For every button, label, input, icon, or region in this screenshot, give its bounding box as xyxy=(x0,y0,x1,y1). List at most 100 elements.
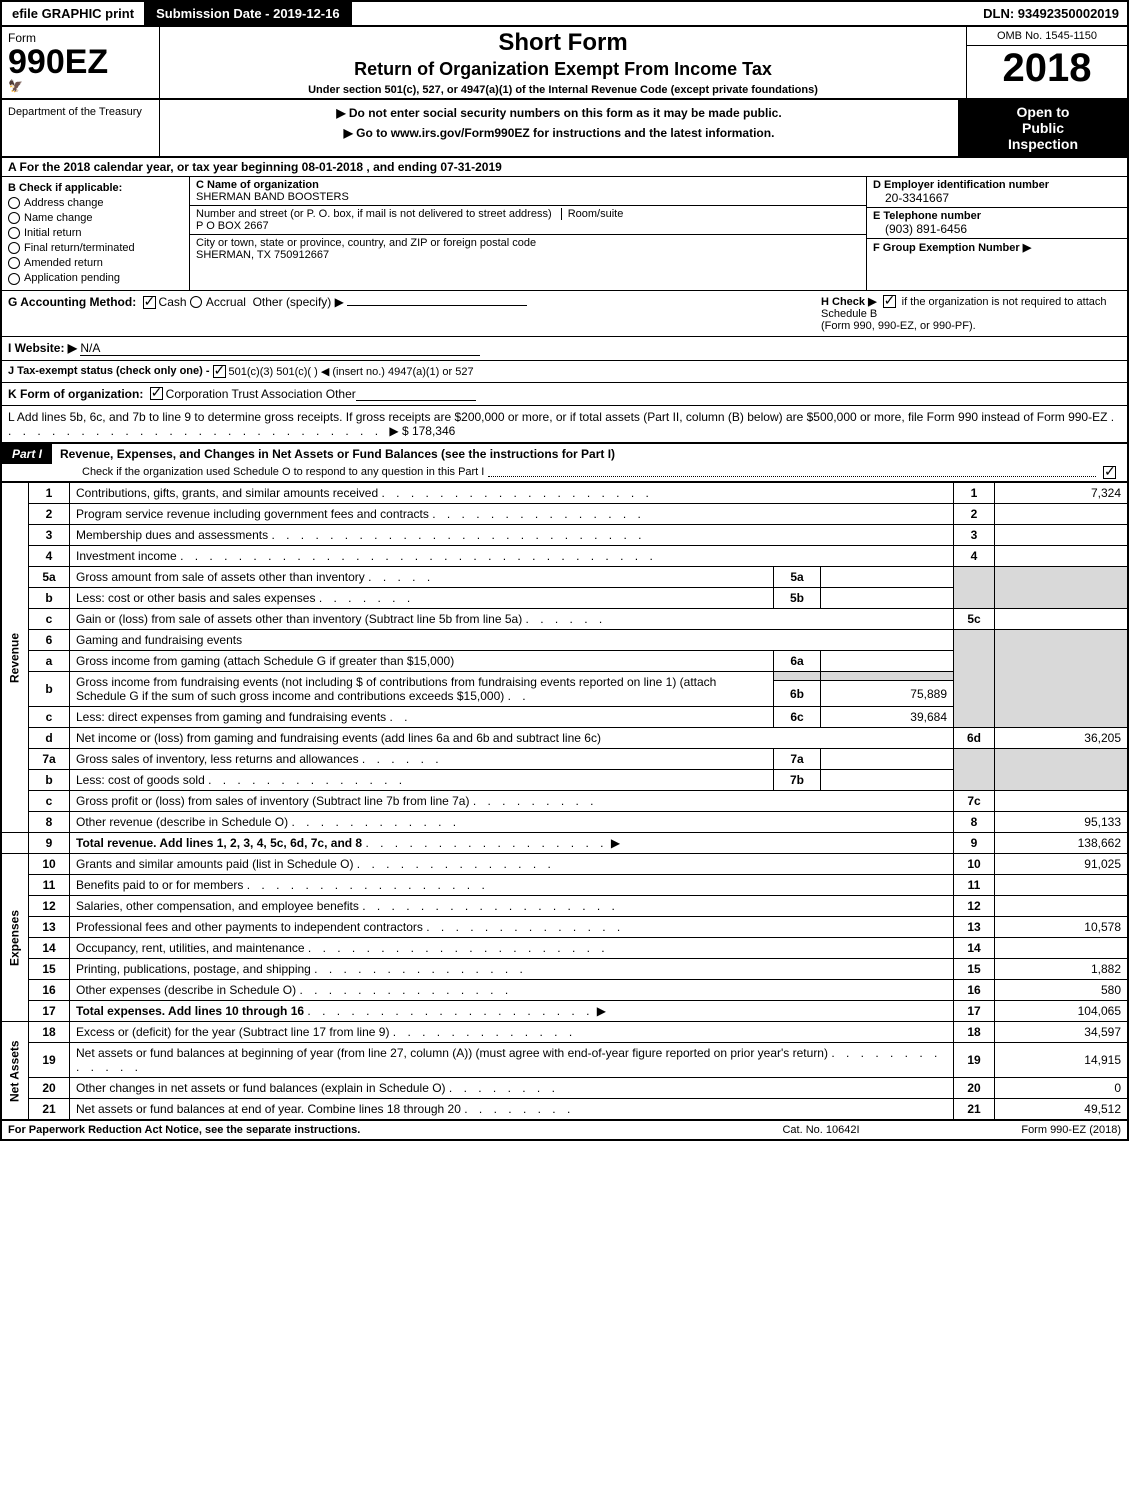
line6-shade-val xyxy=(995,630,1129,728)
line7a-num: 7a xyxy=(29,749,70,770)
line5b-num: b xyxy=(29,588,70,609)
h-checkbox[interactable] xyxy=(883,295,896,308)
line5c-desc: Gain or (loss) from sale of assets other… xyxy=(76,612,522,626)
id-column: D Employer identification number 20-3341… xyxy=(866,177,1127,290)
accrual-checkbox[interactable] xyxy=(190,296,202,308)
line20-desc: Other changes in net assets or fund bala… xyxy=(76,1081,446,1095)
line17-rnum: 17 xyxy=(954,1001,995,1022)
line6d-rval: 36,205 xyxy=(995,728,1129,749)
check-amended[interactable]: Amended return xyxy=(8,257,183,269)
line2-rval xyxy=(995,504,1129,525)
line8-desc: Other revenue (describe in Schedule O) xyxy=(76,815,288,829)
check-final[interactable]: Final return/terminated xyxy=(8,242,183,254)
check-header: B Check if applicable: xyxy=(8,182,183,194)
line14-desc: Occupancy, rent, utilities, and maintena… xyxy=(76,941,305,955)
f-label: F Group Exemption Number ▶ xyxy=(873,241,1121,254)
h-text1: H Check ▶ xyxy=(821,296,880,308)
line19-rnum: 19 xyxy=(954,1043,995,1078)
line11-num: 11 xyxy=(29,875,70,896)
ein-value: 20-3341667 xyxy=(873,191,1121,205)
line1-num: 1 xyxy=(29,483,70,504)
phone-value: (903) 891-6456 xyxy=(873,222,1121,236)
line10-rnum: 10 xyxy=(954,854,995,875)
period-row: A For the 2018 calendar year, or tax yea… xyxy=(0,158,1129,177)
part1-checkbox[interactable] xyxy=(1103,466,1116,479)
line19-rval: 14,915 xyxy=(995,1043,1129,1078)
line5a-num: 5a xyxy=(29,567,70,588)
line6d-rnum: 6d xyxy=(954,728,995,749)
line3-rval xyxy=(995,525,1129,546)
line6-shade xyxy=(954,630,995,728)
d-label: D Employer identification number xyxy=(873,179,1121,191)
line12-desc: Salaries, other compensation, and employ… xyxy=(76,899,359,913)
submission-date-button[interactable]: Submission Date - 2019-12-16 xyxy=(146,2,352,25)
line16-num: 16 xyxy=(29,980,70,1001)
year-block: OMB No. 1545-1150 2018 xyxy=(967,27,1127,98)
j-label: J Tax-exempt status (check only one) - xyxy=(8,365,210,378)
g-label: G Accounting Method: xyxy=(8,295,136,309)
k-corp-checkbox[interactable] xyxy=(150,387,163,400)
check-initial[interactable]: Initial return xyxy=(8,227,183,239)
other-specify-input[interactable] xyxy=(347,305,527,306)
j-501c3-checkbox[interactable] xyxy=(213,365,226,378)
other-label: Other (specify) ▶ xyxy=(253,295,344,309)
footer-right: Form 990-EZ (2018) xyxy=(921,1124,1121,1136)
notices: ▶ Do not enter social security numbers o… xyxy=(160,100,959,156)
line6c-subval: 39,684 xyxy=(821,707,954,728)
check-final-label: Final return/terminated xyxy=(24,242,135,254)
dept-line1: Department of the Treasury xyxy=(8,106,153,118)
line6d-desc: Net income or (loss) from gaming and fun… xyxy=(76,731,601,745)
line5a-subnum: 5a xyxy=(774,567,821,588)
line5b-desc: Less: cost or other basis and sales expe… xyxy=(76,591,315,605)
line7-shade xyxy=(954,749,995,791)
line5-shade-val xyxy=(995,567,1129,609)
h-box: H Check ▶ if the organization is not req… xyxy=(813,295,1121,333)
open-label: Open to xyxy=(963,104,1123,120)
line19-num: 19 xyxy=(29,1043,70,1078)
check-pending[interactable]: Application pending xyxy=(8,272,183,284)
check-address-label: Address change xyxy=(24,197,104,209)
line21-rnum: 21 xyxy=(954,1099,995,1120)
line4-rval xyxy=(995,546,1129,567)
line7a-desc: Gross sales of inventory, less returns a… xyxy=(76,752,359,766)
k-options: Corporation Trust Association Other xyxy=(166,387,356,401)
line17-desc: Total expenses. Add lines 10 through 16 xyxy=(76,1004,304,1018)
seal-icon: 🦅 xyxy=(8,79,153,93)
form-number: 990EZ xyxy=(8,45,153,79)
line18-rval: 34,597 xyxy=(995,1022,1129,1043)
line15-rval: 1,882 xyxy=(995,959,1129,980)
line17-num: 17 xyxy=(29,1001,70,1022)
footer: For Paperwork Reduction Act Notice, see … xyxy=(0,1120,1129,1141)
line13-num: 13 xyxy=(29,917,70,938)
line21-desc: Net assets or fund balances at end of ye… xyxy=(76,1102,461,1116)
cash-checkbox[interactable] xyxy=(143,296,156,309)
j-row: J Tax-exempt status (check only one) - 5… xyxy=(0,361,1129,383)
revenue-side-label: Revenue xyxy=(1,483,29,833)
line6b-subval: 75,889 xyxy=(821,680,954,706)
line1-desc: Contributions, gifts, grants, and simila… xyxy=(76,486,378,500)
line2-rnum: 2 xyxy=(954,504,995,525)
check-initial-label: Initial return xyxy=(24,227,81,239)
line18-rnum: 18 xyxy=(954,1022,995,1043)
accrual-label: Accrual xyxy=(206,295,246,309)
cash-label: Cash xyxy=(159,295,187,309)
efile-print-button[interactable]: efile GRAPHIC print xyxy=(2,2,146,25)
line10-desc: Grants and similar amounts paid (list in… xyxy=(76,857,353,871)
period-begin: 08-01-2018 xyxy=(302,160,363,174)
line6a-subval xyxy=(821,651,954,672)
line14-rval xyxy=(995,938,1129,959)
line15-desc: Printing, publications, postage, and shi… xyxy=(76,962,311,976)
form-number-block: Form 990EZ 🦅 xyxy=(2,27,160,98)
line4-num: 4 xyxy=(29,546,70,567)
k-other-input[interactable] xyxy=(356,387,476,401)
line14-num: 14 xyxy=(29,938,70,959)
spacer xyxy=(352,2,976,25)
line7b-num: b xyxy=(29,770,70,791)
part1-check-text: Check if the organization used Schedule … xyxy=(82,466,484,479)
check-name-label: Name change xyxy=(24,212,93,224)
line9-desc: Total revenue. Add lines 1, 2, 3, 4, 5c,… xyxy=(76,836,362,850)
check-name[interactable]: Name change xyxy=(8,212,183,224)
check-address[interactable]: Address change xyxy=(8,197,183,209)
l-row: L Add lines 5b, 6c, and 7b to line 9 to … xyxy=(0,406,1129,443)
line16-rnum: 16 xyxy=(954,980,995,1001)
